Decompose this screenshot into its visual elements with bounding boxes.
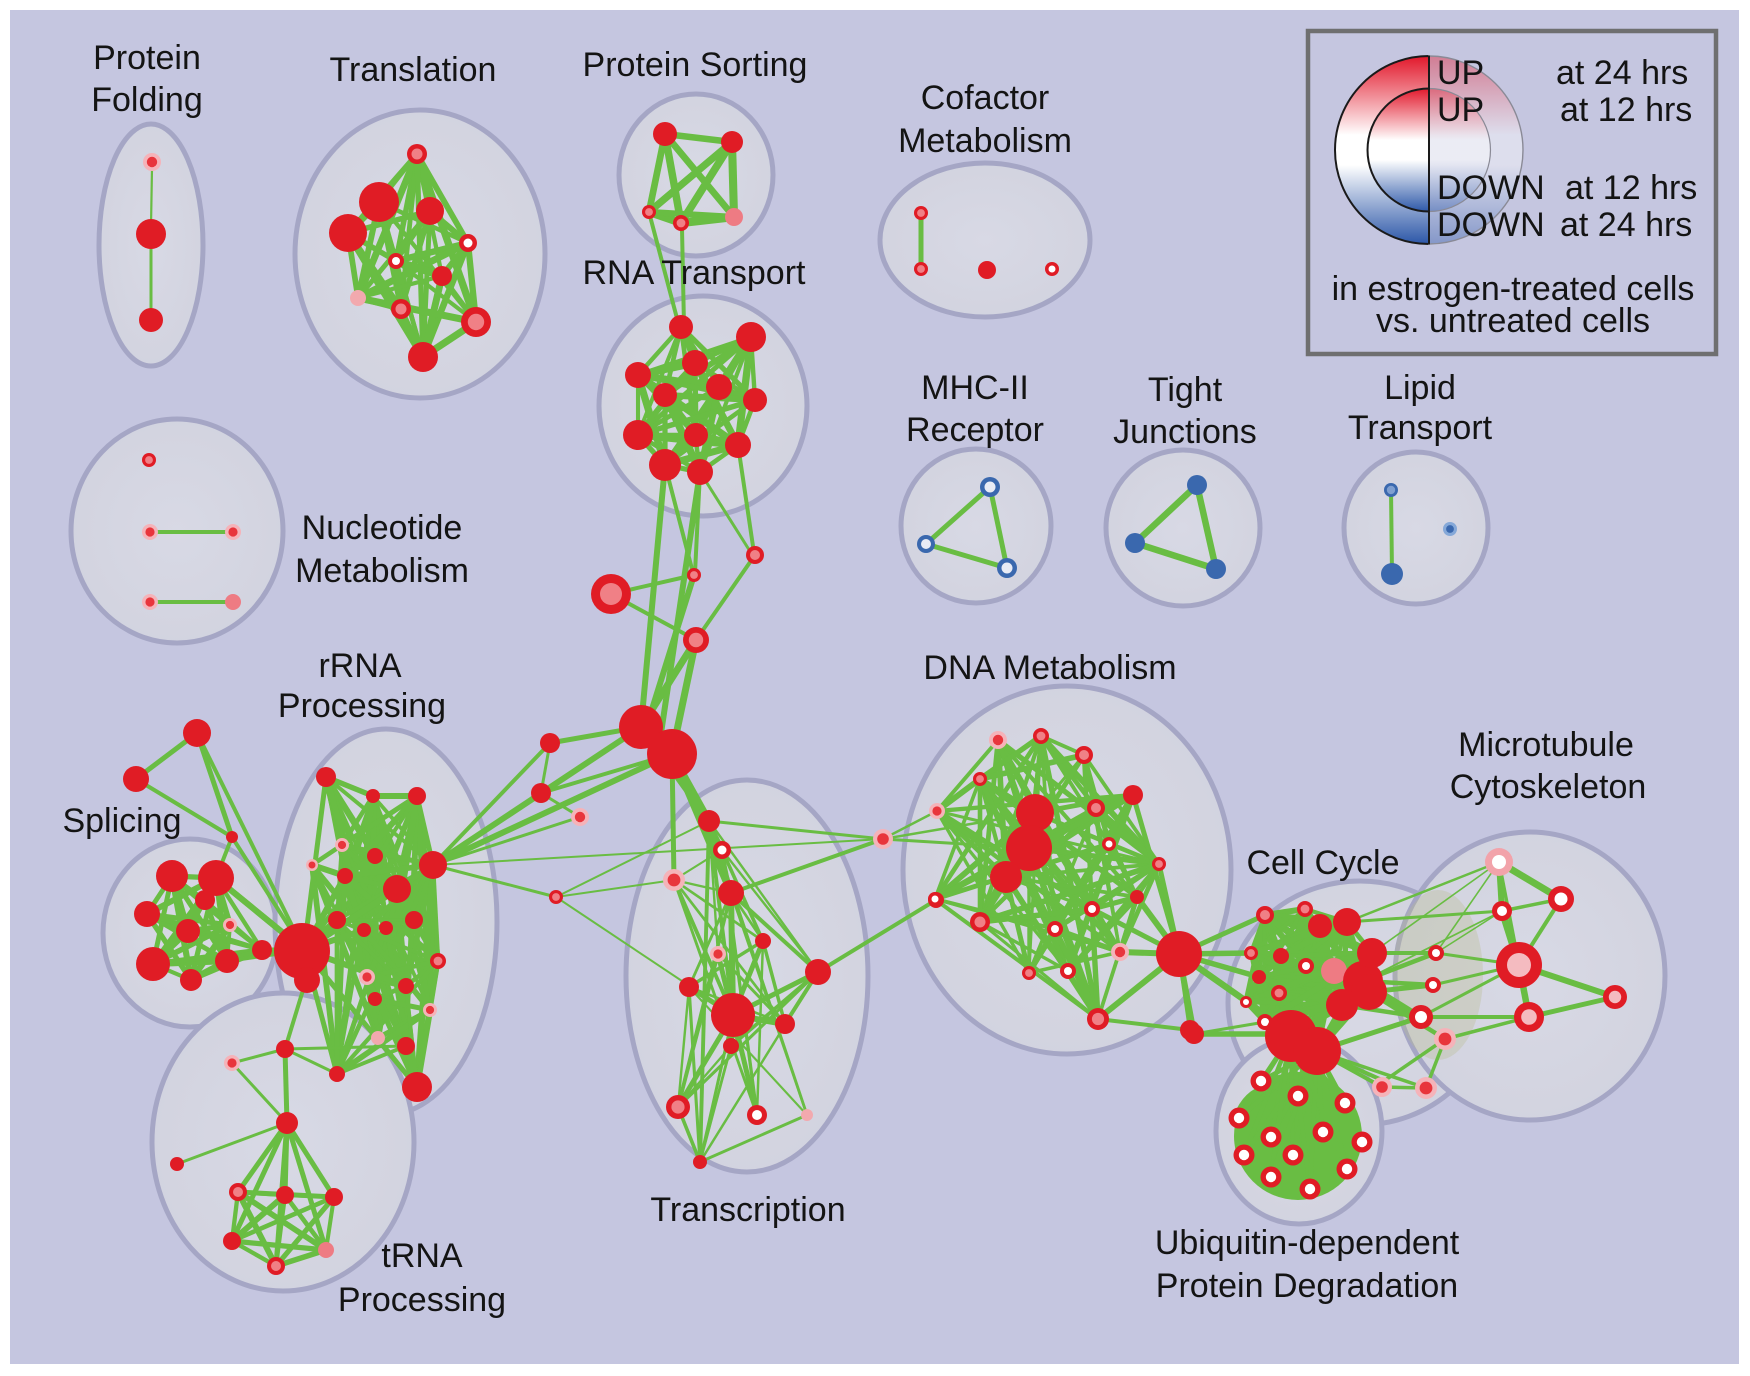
svg-text:at 12 hrs: at 12 hrs bbox=[1565, 169, 1697, 207]
svg-text:Tight: Tight bbox=[1148, 371, 1223, 409]
svg-text:UP: UP bbox=[1437, 91, 1484, 129]
svg-text:vs. untreated cells: vs. untreated cells bbox=[1376, 302, 1650, 340]
svg-text:Transport: Transport bbox=[1348, 409, 1493, 447]
svg-text:in estrogen-treated cells: in estrogen-treated cells bbox=[1332, 270, 1695, 308]
svg-text:tRNA: tRNA bbox=[381, 1237, 463, 1275]
svg-text:Protein Sorting: Protein Sorting bbox=[583, 46, 808, 84]
svg-text:Translation: Translation bbox=[330, 51, 497, 89]
svg-text:DOWN: DOWN bbox=[1437, 206, 1545, 244]
svg-text:Processing: Processing bbox=[338, 1281, 506, 1319]
svg-text:RNA Transport: RNA Transport bbox=[583, 254, 807, 292]
svg-text:at 12 hrs: at 12 hrs bbox=[1560, 91, 1692, 129]
svg-text:Processing: Processing bbox=[278, 687, 446, 725]
svg-text:rRNA: rRNA bbox=[318, 647, 401, 685]
svg-text:Ubiquitin-dependent: Ubiquitin-dependent bbox=[1155, 1224, 1460, 1262]
svg-text:Splicing: Splicing bbox=[62, 802, 181, 840]
svg-text:Folding: Folding bbox=[91, 81, 203, 119]
svg-text:UP: UP bbox=[1437, 54, 1484, 92]
svg-text:Junctions: Junctions bbox=[1113, 413, 1257, 451]
svg-text:Microtubule: Microtubule bbox=[1458, 726, 1634, 764]
svg-text:Protein: Protein bbox=[93, 39, 201, 77]
svg-text:Cofactor: Cofactor bbox=[921, 79, 1050, 117]
svg-text:Metabolism: Metabolism bbox=[295, 552, 469, 590]
svg-text:Cytoskeleton: Cytoskeleton bbox=[1450, 768, 1647, 806]
svg-text:Transcription: Transcription bbox=[650, 1191, 845, 1229]
svg-text:Lipid: Lipid bbox=[1384, 369, 1456, 407]
svg-text:at 24 hrs: at 24 hrs bbox=[1556, 54, 1688, 92]
svg-text:Receptor: Receptor bbox=[906, 411, 1044, 449]
svg-text:Cell Cycle: Cell Cycle bbox=[1246, 844, 1399, 882]
svg-text:Nucleotide: Nucleotide bbox=[302, 509, 463, 547]
svg-text:at 24 hrs: at 24 hrs bbox=[1560, 206, 1692, 244]
svg-text:Metabolism: Metabolism bbox=[898, 122, 1072, 160]
svg-text:DNA Metabolism: DNA Metabolism bbox=[923, 649, 1176, 687]
svg-text:Protein Degradation: Protein Degradation bbox=[1156, 1267, 1458, 1305]
svg-text:MHC-II: MHC-II bbox=[921, 369, 1029, 407]
svg-text:DOWN: DOWN bbox=[1437, 169, 1545, 207]
